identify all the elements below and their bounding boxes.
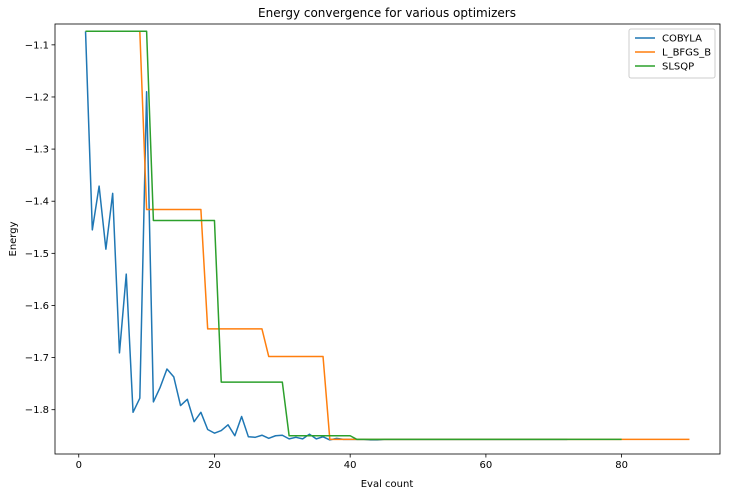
y-tick-label: −1.5 xyxy=(25,249,49,260)
y-tick-label: −1.4 xyxy=(25,197,49,208)
chart-title: Energy convergence for various optimizer… xyxy=(258,6,516,20)
y-axis-label: Energy xyxy=(8,221,19,256)
legend: COBYLA L_BFGS_B SLSQP xyxy=(628,28,716,79)
y-tick-label: −1.1 xyxy=(25,40,49,51)
y-tick-label: −1.8 xyxy=(25,405,49,416)
y-axis: −1.1 −1.2 −1.3 −1.4 −1.5 −1.6 −1.7 −1.8 xyxy=(25,40,55,416)
x-tick-label: 80 xyxy=(615,460,628,471)
y-tick-label: −1.7 xyxy=(25,353,49,364)
x-axis: 0 20 40 60 80 xyxy=(76,454,628,471)
series-line-slsqp xyxy=(85,30,622,441)
y-tick-label: −1.6 xyxy=(25,301,49,312)
plot-lines xyxy=(84,30,690,441)
x-axis-label: Eval count xyxy=(361,479,414,490)
legend-label: L_BFGS_B xyxy=(662,48,711,59)
x-tick-label: 20 xyxy=(208,460,221,471)
plot-background xyxy=(55,24,720,454)
x-tick-label: 60 xyxy=(480,460,493,471)
legend-label: SLSQP xyxy=(662,62,694,73)
x-tick-label: 0 xyxy=(76,460,82,471)
x-tick-label: 40 xyxy=(344,460,357,471)
legend-label: COBYLA xyxy=(662,34,702,45)
y-tick-label: −1.3 xyxy=(25,145,49,156)
plot-frame xyxy=(54,23,721,455)
y-tick-label: −1.2 xyxy=(25,92,49,103)
